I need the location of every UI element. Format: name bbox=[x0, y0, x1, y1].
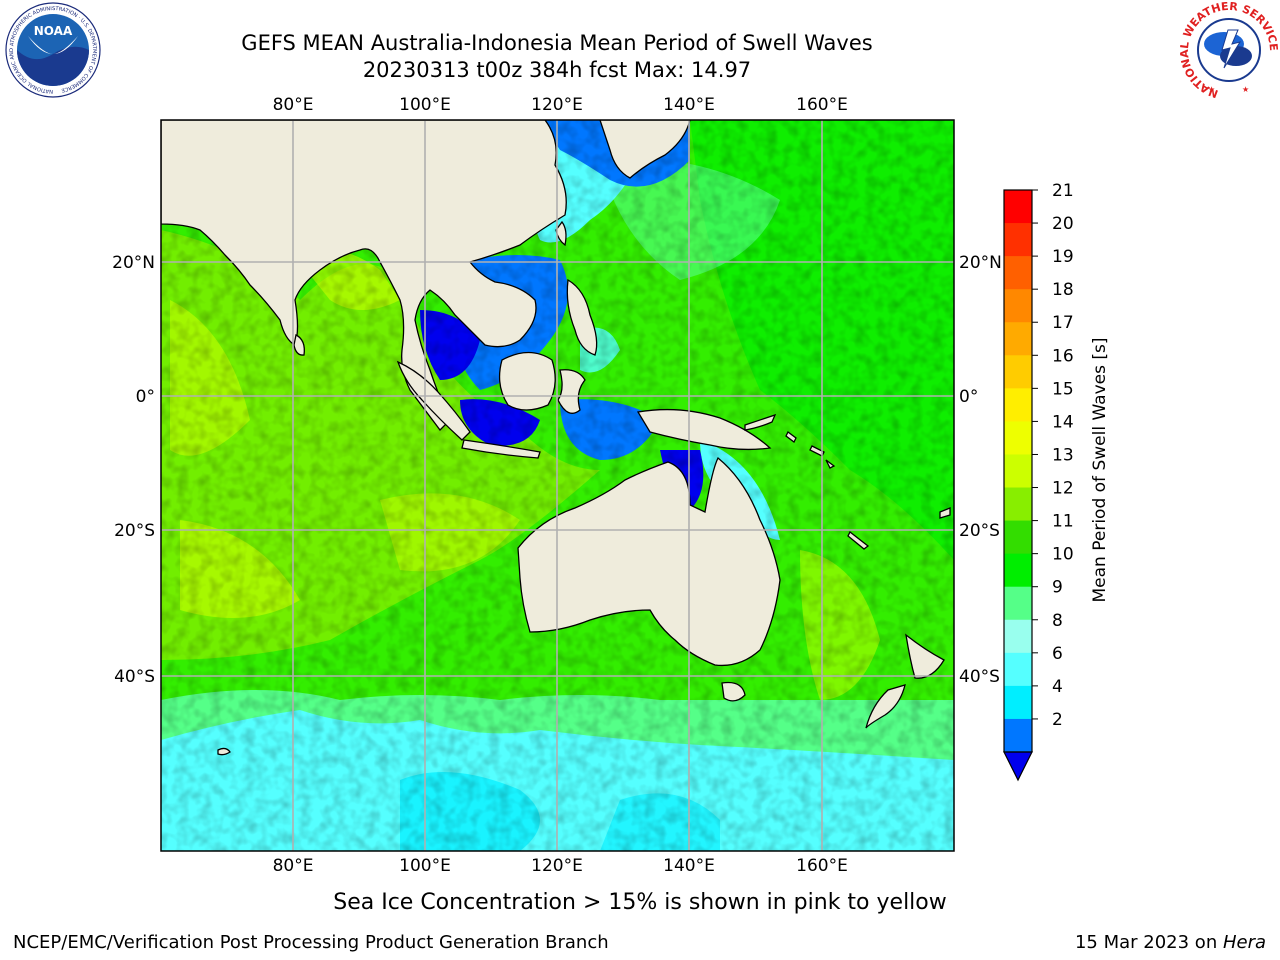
colorbar-swatch bbox=[1004, 619, 1032, 654]
lon-label-top: 80°E bbox=[273, 95, 314, 115]
lat-label-left: 20°N bbox=[112, 253, 155, 273]
colorbar-tick-label: 20 bbox=[1052, 214, 1074, 234]
lat-label-left: 0° bbox=[136, 387, 155, 407]
colorbar-swatch bbox=[1004, 685, 1032, 720]
lon-label-bottom: 140°E bbox=[663, 856, 715, 876]
colorbar-tick-label: 17 bbox=[1052, 313, 1074, 333]
lon-label-bottom: 100°E bbox=[399, 856, 451, 876]
lat-label-right: 20°S bbox=[959, 521, 1000, 541]
colorbar-tick-label: 21 bbox=[1052, 181, 1074, 201]
lon-label-bottom: 80°E bbox=[273, 856, 314, 876]
colorbar-tick-label: 11 bbox=[1052, 512, 1074, 532]
colorbar-swatch bbox=[1004, 289, 1032, 323]
chart-title: GEFS MEAN Australia-Indonesia Mean Perio… bbox=[241, 31, 873, 55]
footer-host: Hera bbox=[1222, 932, 1266, 953]
colorbar-swatch bbox=[1004, 586, 1032, 621]
noaa-logo-text: NOAA bbox=[34, 24, 73, 38]
colorbar-swatch bbox=[1004, 520, 1032, 555]
colorbar-tick-label: 14 bbox=[1052, 412, 1074, 432]
footer-date: 15 Mar 2023 on Hera bbox=[1075, 932, 1266, 953]
lat-label-left: 20°S bbox=[114, 521, 155, 541]
colorbar-tick-label: 15 bbox=[1052, 379, 1074, 399]
lat-label-right: 0° bbox=[959, 387, 978, 407]
colorbar-swatch bbox=[1004, 322, 1032, 356]
colorbar-swatch bbox=[1004, 652, 1032, 687]
lat-label-right: 40°S bbox=[959, 667, 1000, 687]
map-field bbox=[161, 120, 954, 851]
footer-credit: NCEP/EMC/Verification Post Processing Pr… bbox=[13, 932, 609, 953]
lat-label-left: 40°S bbox=[114, 667, 155, 687]
colorbar-tick-label: 16 bbox=[1052, 346, 1074, 366]
colorbar-swatch bbox=[1004, 553, 1032, 588]
colorbar-tick-label: 6 bbox=[1052, 644, 1063, 664]
lon-label-top: 160°E bbox=[796, 95, 848, 115]
map-frame bbox=[160, 119, 955, 852]
footer-date-text: 15 Mar 2023 on bbox=[1074, 932, 1223, 953]
lon-label-bottom: 160°E bbox=[796, 856, 848, 876]
colorbar-swatch bbox=[1004, 421, 1032, 455]
colorbar-tick-label: 10 bbox=[1052, 545, 1074, 565]
colorbar-swatch bbox=[1004, 388, 1032, 422]
svg-text:★: ★ bbox=[1208, 85, 1215, 94]
lon-label-top: 140°E bbox=[663, 95, 715, 115]
colorbar-swatch bbox=[1004, 223, 1032, 257]
colorbar-tick-label: 18 bbox=[1052, 280, 1074, 300]
colorbar-tick-label: 8 bbox=[1052, 611, 1063, 631]
colorbar-tick-label: 4 bbox=[1052, 677, 1063, 697]
colorbar-swatch bbox=[1004, 454, 1032, 489]
colorbar-swatch bbox=[1004, 355, 1032, 389]
svg-text:★: ★ bbox=[1242, 85, 1249, 94]
colorbar-swatch bbox=[1004, 718, 1032, 753]
map-gridlines bbox=[161, 120, 954, 851]
colorbar-tick-label: 9 bbox=[1052, 578, 1063, 598]
colorbar-swatch bbox=[1004, 256, 1032, 290]
colorbar-extend-arrow bbox=[1003, 751, 1033, 782]
sea-ice-note: Sea Ice Concentration > 15% is shown in … bbox=[333, 890, 947, 915]
nws-logo: NATIONAL WEATHER SERVICE ★ ★ bbox=[1178, 2, 1280, 98]
landmass bbox=[161, 120, 951, 756]
chart-subtitle: 20230313 t00z 384h fcst Max: 14.97 bbox=[362, 58, 752, 82]
colorbar-tick-label: 2 bbox=[1052, 710, 1063, 730]
lon-label-top: 120°E bbox=[531, 95, 583, 115]
colorbar-label: Mean Period of Swell Waves [s] bbox=[1090, 338, 1110, 603]
colorbar-tick-label: 19 bbox=[1052, 247, 1074, 267]
colorbar: 21 20 19 18 17 16 15 14 13 12 11 10 9 8 6 4 2 bbox=[1003, 181, 1074, 782]
lon-label-bottom: 120°E bbox=[531, 856, 583, 876]
lat-label-right: 20°N bbox=[959, 253, 1002, 273]
colorbar-frame bbox=[1003, 189, 1033, 753]
colorbar-swatch bbox=[1004, 487, 1032, 522]
colorbar-tick-label: 13 bbox=[1052, 445, 1074, 465]
colorbar-tick-label: 12 bbox=[1052, 479, 1074, 499]
colorbar-swatch bbox=[1004, 190, 1032, 224]
noaa-logo: NATIONAL OCEANIC AND ATMOSPHERIC ADMINIS… bbox=[5, 2, 101, 98]
lon-label-top: 100°E bbox=[399, 95, 451, 115]
